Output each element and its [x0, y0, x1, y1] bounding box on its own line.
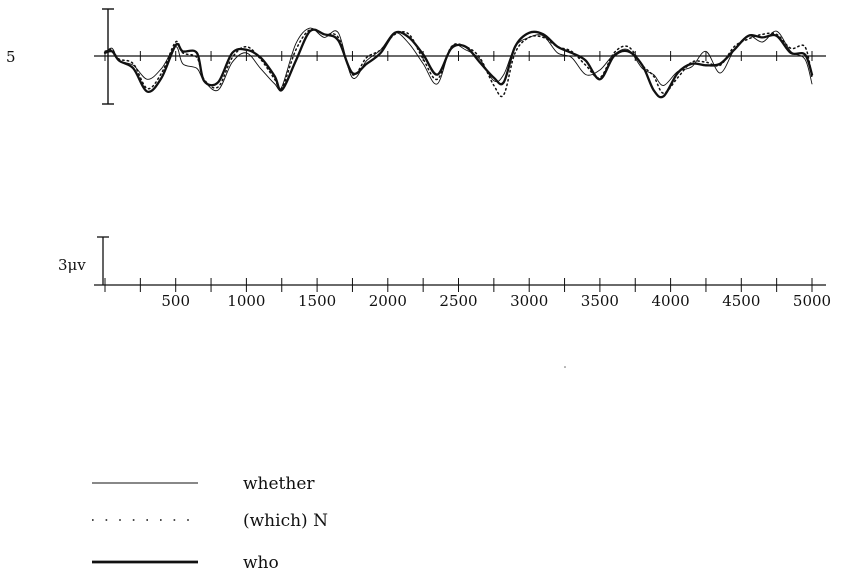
legend-item-whether: whether [92, 474, 315, 494]
x-tick-label: 5000 [793, 292, 831, 310]
legend-label-which-n: (which) N [243, 511, 328, 531]
legend-item-which-n: (which) N [92, 511, 328, 531]
legend-item-who: who [92, 553, 279, 573]
time-axis-ticks [104, 278, 813, 292]
x-tick-label: 500 [161, 292, 190, 310]
legend: whether (which) N who [92, 474, 328, 573]
stray-dot [564, 366, 566, 368]
scale-label: 3μv [58, 256, 86, 274]
x-tick-label: 1000 [227, 292, 265, 310]
x-tick-label: 1500 [298, 292, 336, 310]
trace-which-n [104, 28, 813, 98]
trace-who [103, 28, 814, 99]
x-tick-label: 3500 [581, 292, 619, 310]
x-tick-label: 4500 [722, 292, 760, 310]
legend-label-whether: whether [243, 474, 315, 494]
time-axis-tick-labels: 500 1000 1500 2000 2500 3000 3500 4000 4500 5000 [161, 292, 831, 310]
x-tick-label: 2500 [439, 292, 477, 310]
waveform-baseline-ticks [104, 51, 813, 61]
legend-label-who: who [243, 553, 279, 573]
x-tick-label: 3000 [510, 292, 548, 310]
x-tick-label: 4000 [652, 292, 690, 310]
erp-traces [103, 27, 814, 99]
x-tick-label: 2000 [369, 292, 407, 310]
channel-label: 5 [6, 48, 16, 66]
